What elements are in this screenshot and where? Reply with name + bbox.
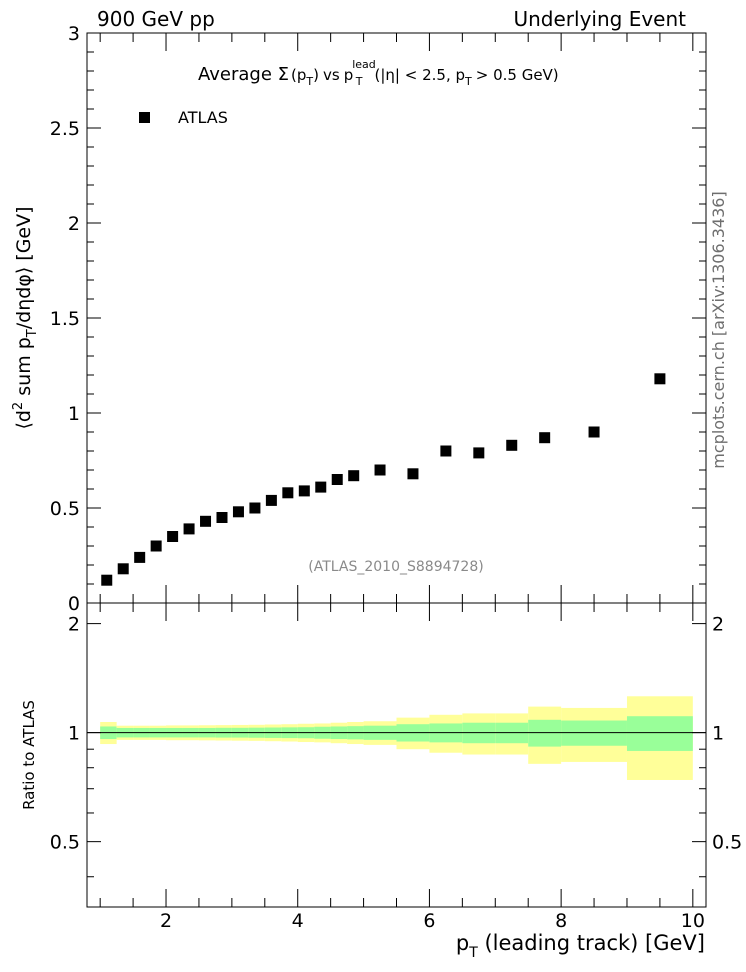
data-point	[654, 373, 666, 385]
data-point	[200, 515, 212, 527]
main-y-tick-label: 1	[68, 403, 80, 425]
main-y-tick-label: 0	[68, 593, 80, 615]
data-point	[298, 485, 310, 497]
main-y-tick-label: 0.5	[50, 498, 80, 520]
reference-label: (ATLAS_2010_S8894728)	[308, 559, 483, 575]
main-y-tick-label: 3	[68, 23, 80, 45]
ratio-band-inner	[528, 719, 562, 747]
data-point	[588, 426, 600, 438]
data-point	[183, 523, 195, 535]
data-point	[440, 445, 452, 457]
ratio-band-inner	[626, 716, 693, 751]
data-point	[134, 551, 146, 563]
data-point	[216, 512, 228, 523]
header-right: Underlying Event	[513, 7, 686, 31]
x-axis-label: pT (leading track) [GeV]	[456, 931, 705, 961]
data-point	[282, 487, 294, 499]
data-point	[407, 468, 419, 480]
ratio-y-tick-label: 0.5	[50, 832, 80, 854]
main-y-axis-label: ⟨d2 sum pT/dηdφ⟩ [GeV]	[11, 206, 40, 429]
ratio-y-tick-label: 2	[68, 614, 80, 636]
x-tick-label: 6	[423, 910, 435, 932]
ratio-y-tick-label-right: 0.5	[712, 832, 742, 854]
ratio-y-tick-label-right: 1	[712, 723, 724, 745]
x-tick-label: 2	[160, 910, 172, 932]
data-point	[232, 506, 244, 518]
data-point	[265, 494, 277, 506]
header-left: 900 GeV pp	[97, 7, 215, 31]
ratio-band-inner	[561, 720, 627, 746]
ratio-y-tick-label-right: 2	[712, 614, 724, 636]
data-point	[150, 540, 162, 552]
data-point	[331, 474, 343, 485]
side-label: mcplots.cern.ch [arXiv:1306.3436]	[709, 191, 728, 468]
chart-title: Average Σ (pT) vs plead T (|η| < 2.5, pT > 0.5…	[198, 58, 559, 88]
main-y-tick-label: 2	[68, 213, 80, 235]
main-data-markers	[101, 373, 666, 586]
legend-marker	[139, 112, 150, 123]
data-point	[473, 447, 485, 459]
ratio-axis-ticks: 0.5 0.5 1 1 2 2 2 4 6 8 10	[50, 603, 742, 932]
x-tick-label: 8	[555, 910, 567, 932]
x-tick-label: 10	[681, 910, 705, 932]
data-point	[539, 432, 551, 444]
ratio-y-tick-label: 1	[68, 723, 80, 745]
main-y-tick-label: 1.5	[50, 308, 80, 330]
data-point	[101, 574, 113, 586]
data-point	[315, 481, 327, 493]
ratio-y-axis-label: Ratio to ATLAS	[20, 700, 38, 810]
data-point	[506, 439, 518, 451]
data-point	[167, 531, 179, 542]
data-point	[348, 470, 360, 482]
ratio-uncertainty-bands	[100, 696, 693, 780]
data-point	[249, 502, 261, 514]
legend-label: ATLAS	[178, 108, 228, 127]
data-point	[117, 563, 129, 575]
main-y-tick-label: 2.5	[50, 118, 80, 140]
data-point	[374, 464, 386, 476]
main-axis-ticks: 0 0.5 1 1.5 2 2.5 3	[50, 23, 706, 615]
x-tick-label: 4	[292, 910, 304, 932]
